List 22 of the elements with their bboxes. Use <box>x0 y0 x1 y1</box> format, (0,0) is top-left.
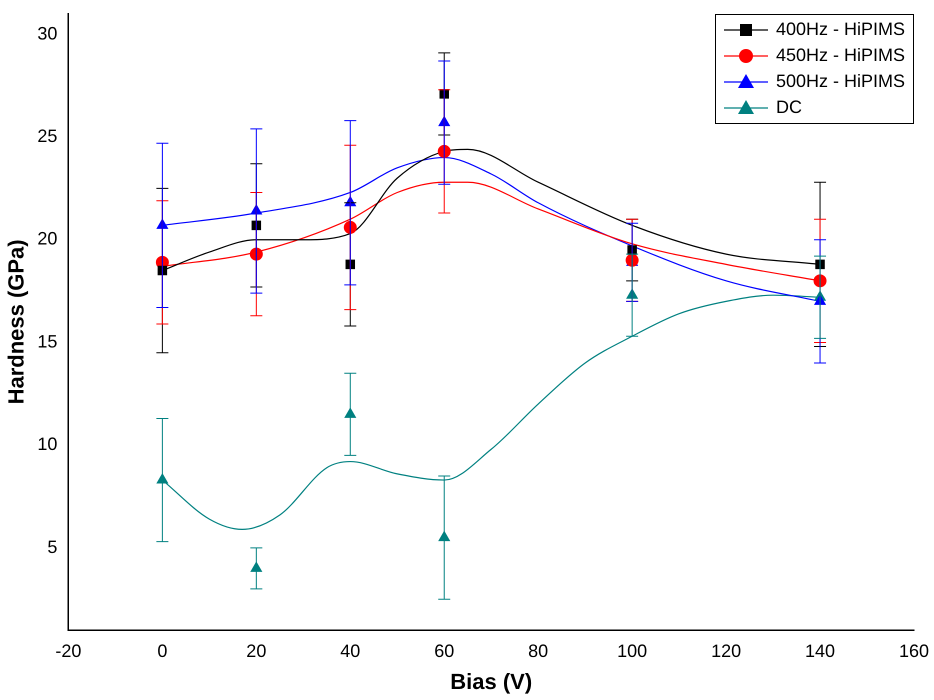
legend-label: 500Hz - HiPIMS <box>776 71 905 92</box>
y-tick-label: 5 <box>47 536 58 557</box>
y-axis-title: Hardness (GPa) <box>3 239 28 404</box>
x-tick-label: 60 <box>434 640 454 661</box>
x-tick-label: 20 <box>246 640 266 661</box>
x-tick-label: 80 <box>528 640 548 661</box>
legend-label: 450Hz - HiPIMS <box>776 45 905 66</box>
x-tick-label: 40 <box>340 640 360 661</box>
legend-label: DC <box>776 97 802 118</box>
y-tick-label: 25 <box>37 126 58 146</box>
x-tick-label: 100 <box>617 640 648 661</box>
y-tick-label: 10 <box>37 434 58 454</box>
y-tick-label: 15 <box>37 331 58 352</box>
x-tick-label: 0 <box>157 640 168 661</box>
x-axis-title: Bias (V) <box>450 668 532 694</box>
y-tick-label: 20 <box>37 228 58 249</box>
x-tick-label: -20 <box>55 640 82 661</box>
x-tick-label: 140 <box>805 640 836 661</box>
x-tick-label: 120 <box>711 640 742 661</box>
y-tick-label: 30 <box>37 23 58 44</box>
x-tick-label: 160 <box>898 640 930 661</box>
legend-label: 400Hz - HiPIMS <box>776 19 905 40</box>
